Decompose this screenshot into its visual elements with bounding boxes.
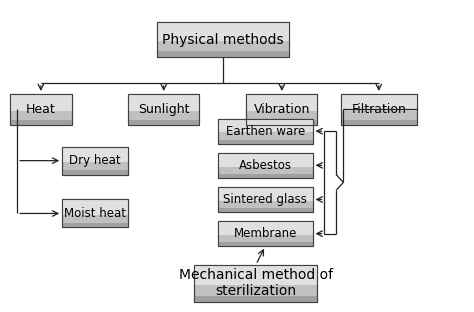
Text: Asbestos: Asbestos	[239, 159, 292, 172]
FancyBboxPatch shape	[128, 120, 199, 125]
FancyBboxPatch shape	[128, 94, 199, 125]
Text: Sintered glass: Sintered glass	[223, 193, 307, 206]
FancyBboxPatch shape	[10, 94, 72, 111]
Text: Sunlight: Sunlight	[138, 103, 190, 116]
FancyBboxPatch shape	[128, 94, 199, 111]
FancyBboxPatch shape	[62, 199, 128, 227]
FancyBboxPatch shape	[194, 296, 318, 302]
FancyBboxPatch shape	[218, 153, 313, 178]
FancyBboxPatch shape	[156, 22, 289, 41]
FancyBboxPatch shape	[341, 120, 417, 125]
FancyBboxPatch shape	[218, 221, 313, 235]
FancyBboxPatch shape	[218, 140, 313, 144]
Text: Mechanical method of
sterilization: Mechanical method of sterilization	[179, 268, 333, 299]
FancyBboxPatch shape	[341, 94, 417, 111]
Text: Filtration: Filtration	[351, 103, 406, 116]
FancyBboxPatch shape	[10, 120, 72, 125]
FancyBboxPatch shape	[218, 153, 313, 167]
FancyBboxPatch shape	[218, 174, 313, 178]
Text: Moist heat: Moist heat	[64, 207, 126, 220]
FancyBboxPatch shape	[341, 94, 417, 125]
FancyBboxPatch shape	[218, 119, 313, 144]
FancyBboxPatch shape	[218, 187, 313, 201]
FancyBboxPatch shape	[62, 170, 128, 175]
FancyBboxPatch shape	[62, 223, 128, 227]
FancyBboxPatch shape	[62, 199, 128, 215]
FancyBboxPatch shape	[10, 94, 72, 125]
FancyBboxPatch shape	[156, 22, 289, 56]
FancyBboxPatch shape	[194, 265, 318, 302]
Text: Membrane: Membrane	[234, 227, 297, 240]
FancyBboxPatch shape	[246, 120, 318, 125]
FancyBboxPatch shape	[218, 187, 313, 212]
FancyBboxPatch shape	[246, 94, 318, 111]
Text: Physical methods: Physical methods	[162, 32, 283, 46]
Text: Dry heat: Dry heat	[69, 154, 121, 167]
FancyBboxPatch shape	[62, 147, 128, 175]
FancyBboxPatch shape	[62, 147, 128, 162]
FancyBboxPatch shape	[194, 265, 318, 285]
FancyBboxPatch shape	[156, 51, 289, 56]
FancyBboxPatch shape	[218, 221, 313, 246]
FancyBboxPatch shape	[246, 94, 318, 125]
FancyBboxPatch shape	[218, 242, 313, 246]
FancyBboxPatch shape	[218, 119, 313, 132]
Text: Heat: Heat	[26, 103, 56, 116]
FancyBboxPatch shape	[218, 208, 313, 212]
Text: Vibration: Vibration	[254, 103, 310, 116]
Text: Earthen ware: Earthen ware	[226, 125, 305, 138]
